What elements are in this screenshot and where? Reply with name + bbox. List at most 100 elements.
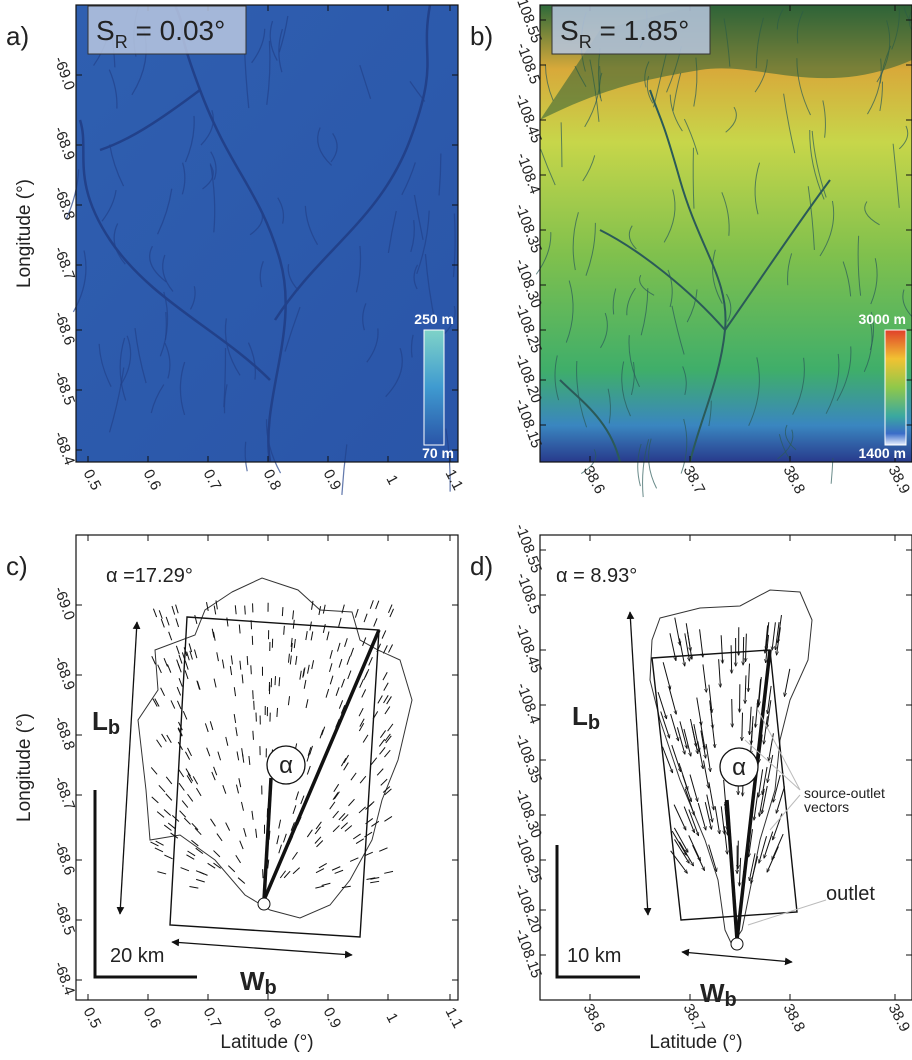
flow-vector bbox=[180, 811, 186, 818]
flow-vector bbox=[333, 792, 338, 799]
flow-vector bbox=[169, 632, 172, 640]
flow-vector bbox=[719, 659, 721, 687]
x-tick-label: 38.9 bbox=[885, 1001, 912, 1035]
flow-vector bbox=[171, 700, 175, 708]
flow-vector bbox=[187, 794, 192, 801]
y-tick-label: -68.7 bbox=[50, 774, 78, 812]
flow-vector bbox=[179, 678, 182, 686]
flow-vector bbox=[234, 687, 235, 696]
y-tick-label: -68.4 bbox=[50, 429, 78, 467]
flow-vector bbox=[307, 766, 310, 775]
y-tick-label: -68.5 bbox=[50, 899, 78, 937]
scale-bar-label: 10 km bbox=[567, 945, 621, 967]
x-tick-label: 1.1 bbox=[442, 1005, 467, 1031]
flow-vector bbox=[371, 758, 377, 765]
x-tick-label: 38.9 bbox=[885, 463, 912, 497]
flow-vector bbox=[663, 662, 670, 689]
flow-vector bbox=[181, 868, 189, 871]
flow-vector bbox=[701, 731, 706, 759]
flow-vector bbox=[784, 669, 789, 696]
flow-vector bbox=[206, 602, 208, 611]
flow-vector bbox=[222, 660, 224, 669]
flow-vector bbox=[339, 659, 342, 668]
callout-outlet: outlet bbox=[826, 883, 875, 905]
flow-vector bbox=[334, 792, 339, 799]
flow-vector bbox=[384, 683, 388, 691]
flow-vector bbox=[327, 631, 329, 640]
flow-vector bbox=[196, 879, 205, 882]
flow-vector bbox=[731, 645, 732, 673]
flow-vector bbox=[330, 663, 332, 672]
figure: -69.0-68.9-68.8-68.7-68.6-68.5-68.40.50.… bbox=[0, 0, 912, 1060]
colorbar-label: 70 m bbox=[422, 445, 454, 461]
flow-vector bbox=[359, 708, 363, 716]
flow-vector bbox=[705, 802, 711, 829]
flow-vector bbox=[277, 708, 278, 717]
angle-label: α bbox=[732, 754, 746, 781]
flow-vector bbox=[353, 834, 360, 839]
x-tick-label: 1 bbox=[383, 472, 402, 487]
flow-vector bbox=[758, 769, 762, 797]
flow-vector bbox=[247, 656, 248, 665]
flow-vector bbox=[330, 802, 335, 809]
flow-vector bbox=[709, 782, 714, 810]
x-tick-label: 0.5 bbox=[80, 1005, 105, 1031]
flow-vector bbox=[348, 799, 354, 806]
flow-vector bbox=[755, 699, 757, 727]
flow-vector bbox=[253, 731, 254, 740]
flow-vector bbox=[223, 785, 226, 793]
flow-vector bbox=[210, 721, 213, 730]
x-tick-label: 0.5 bbox=[80, 467, 105, 493]
panel-label: a) bbox=[6, 21, 29, 51]
x-tick-label: 38.6 bbox=[580, 1001, 609, 1035]
flow-vector bbox=[214, 606, 216, 615]
elevation-map bbox=[76, 5, 458, 462]
flow-vector bbox=[311, 632, 313, 641]
flow-vector bbox=[244, 828, 246, 837]
flow-vector bbox=[748, 664, 749, 692]
outlet-marker bbox=[731, 938, 743, 950]
flow-vector bbox=[333, 825, 339, 831]
flow-vector bbox=[732, 699, 733, 727]
flow-vector bbox=[164, 658, 167, 666]
flow-vector bbox=[284, 626, 285, 635]
angle-label: α bbox=[279, 752, 293, 779]
flow-vector bbox=[196, 788, 201, 796]
flow-vector bbox=[282, 607, 283, 616]
flow-vector bbox=[172, 606, 175, 615]
x-tick-label: 1.1 bbox=[442, 467, 467, 493]
flow-vector bbox=[168, 823, 175, 829]
flow-vector bbox=[307, 830, 312, 837]
flow-vector bbox=[374, 618, 377, 626]
flow-vector bbox=[150, 842, 158, 846]
flow-vector bbox=[256, 829, 257, 838]
width-label: Wb bbox=[700, 978, 737, 1011]
flow-vector bbox=[383, 672, 387, 680]
flow-vector bbox=[288, 696, 289, 705]
flow-vector bbox=[161, 688, 165, 696]
flow-vector bbox=[370, 881, 379, 882]
flow-vector bbox=[379, 848, 387, 852]
flow-vector bbox=[674, 805, 686, 830]
flow-vector bbox=[380, 747, 386, 754]
flow-vector bbox=[689, 835, 701, 860]
flow-vector bbox=[293, 868, 300, 874]
annotation-value: = 8.93° bbox=[568, 565, 638, 587]
y-tick-label: -108.5 bbox=[513, 571, 544, 617]
flow-vector bbox=[242, 674, 243, 683]
flow-vector bbox=[236, 785, 238, 794]
flow-vector bbox=[339, 700, 342, 708]
width-main: W bbox=[240, 966, 265, 996]
flow-vector bbox=[764, 716, 768, 744]
flow-vector bbox=[193, 776, 197, 784]
flow-vector bbox=[157, 740, 162, 747]
flow-vector bbox=[162, 734, 167, 742]
flow-vector bbox=[300, 671, 301, 680]
flow-vector bbox=[252, 811, 253, 820]
flow-vector bbox=[290, 656, 291, 665]
colorbar-label: 250 m bbox=[414, 311, 454, 327]
y-tick-label: -68.9 bbox=[50, 124, 78, 162]
flow-vector bbox=[155, 848, 163, 852]
flow-vector bbox=[384, 871, 393, 873]
annotation-symbol: α bbox=[556, 565, 568, 587]
